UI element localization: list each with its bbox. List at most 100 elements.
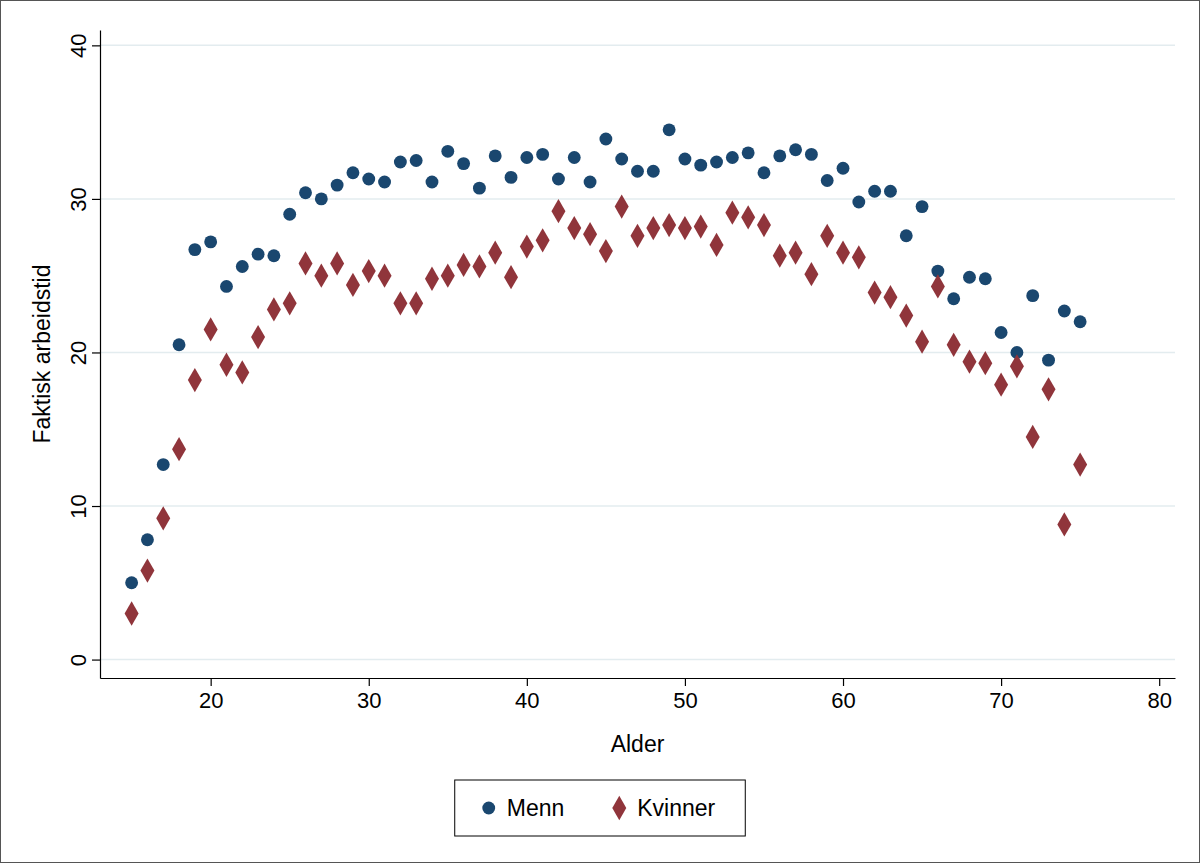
grid-line xyxy=(100,45,1175,47)
point xyxy=(836,241,850,265)
point xyxy=(805,148,818,161)
point xyxy=(251,325,265,349)
x-tick: 20 xyxy=(199,678,223,713)
point xyxy=(852,245,866,269)
point xyxy=(441,264,455,288)
point xyxy=(331,179,344,192)
point xyxy=(615,194,629,218)
point xyxy=(1042,377,1056,401)
point xyxy=(299,186,312,199)
x-tick-mark xyxy=(843,678,844,686)
point xyxy=(236,260,249,273)
point xyxy=(884,185,897,198)
point xyxy=(663,123,676,136)
x-tick-mark xyxy=(1001,678,1002,686)
point xyxy=(425,267,439,291)
point xyxy=(188,368,202,392)
point xyxy=(552,173,565,186)
x-tick-label: 60 xyxy=(831,688,855,713)
point xyxy=(583,222,597,246)
y-tick-mark xyxy=(92,659,100,660)
legend-item: Kvinner xyxy=(612,795,715,821)
point xyxy=(710,156,723,169)
point xyxy=(125,576,138,589)
y-tick: 0 xyxy=(66,654,100,666)
x-tick-mark xyxy=(1159,678,1160,686)
legend-label: Kvinner xyxy=(637,795,715,821)
y-tick: 20 xyxy=(66,341,100,365)
x-tick-label: 20 xyxy=(199,688,223,713)
grid-line xyxy=(100,505,1175,507)
point xyxy=(568,151,581,164)
x-tick: 30 xyxy=(357,678,381,713)
legend-marker xyxy=(482,802,495,815)
point xyxy=(140,558,154,582)
point xyxy=(852,196,865,209)
point xyxy=(457,253,471,277)
point xyxy=(1073,452,1087,476)
point xyxy=(725,201,739,225)
point xyxy=(694,214,708,238)
y-tick: 40 xyxy=(66,34,100,58)
point xyxy=(1057,512,1071,536)
point xyxy=(710,233,724,257)
x-tick-mark xyxy=(527,678,528,686)
point xyxy=(868,280,882,304)
x-tick-label: 80 xyxy=(1147,688,1171,713)
x-tick-mark xyxy=(685,678,686,686)
point xyxy=(252,248,265,261)
point xyxy=(963,271,976,284)
y-tick-mark xyxy=(92,199,100,200)
x-tick-label: 70 xyxy=(989,688,1013,713)
point xyxy=(520,151,533,164)
point xyxy=(1026,289,1039,302)
y-tick-label: 30 xyxy=(66,187,91,211)
y-tick-mark xyxy=(92,506,100,507)
x-tick: 80 xyxy=(1147,678,1171,713)
y-axis: 0 10 20 30 40 xyxy=(66,31,101,679)
y-tick-label: 20 xyxy=(66,341,91,365)
x-tick: 40 xyxy=(515,678,539,713)
point xyxy=(883,285,897,309)
series-1 xyxy=(125,194,1088,625)
point xyxy=(204,317,218,341)
point xyxy=(172,437,186,461)
legend-marker xyxy=(612,796,626,820)
y-tick-mark xyxy=(92,352,100,353)
y-tick-label: 10 xyxy=(66,494,91,518)
grid-line xyxy=(100,659,1175,661)
point xyxy=(394,156,407,169)
point xyxy=(141,533,154,546)
point xyxy=(551,199,565,223)
point xyxy=(188,243,201,256)
point xyxy=(362,259,376,283)
y-axis-title: Faktisk arbeidstid xyxy=(29,265,55,444)
point xyxy=(995,326,1008,339)
point xyxy=(235,360,249,384)
point xyxy=(520,234,534,258)
point xyxy=(915,330,929,354)
point xyxy=(267,297,281,321)
point xyxy=(125,601,139,625)
point xyxy=(837,162,850,175)
point xyxy=(315,192,328,205)
point xyxy=(773,149,786,162)
point xyxy=(426,176,439,189)
point xyxy=(567,216,581,240)
x-tick: 70 xyxy=(989,678,1013,713)
x-tick-label: 30 xyxy=(357,688,381,713)
point xyxy=(473,182,486,195)
x-axis-line xyxy=(101,678,1176,679)
point xyxy=(173,338,186,351)
x-tick: 50 xyxy=(673,678,697,713)
point xyxy=(362,173,375,186)
point xyxy=(773,244,787,268)
point xyxy=(283,291,297,315)
point xyxy=(314,264,328,288)
x-tick: 60 xyxy=(831,678,855,713)
point xyxy=(726,151,739,164)
point xyxy=(631,165,644,178)
y-axis-line xyxy=(100,31,101,679)
point xyxy=(789,143,802,156)
grid xyxy=(100,45,1175,659)
